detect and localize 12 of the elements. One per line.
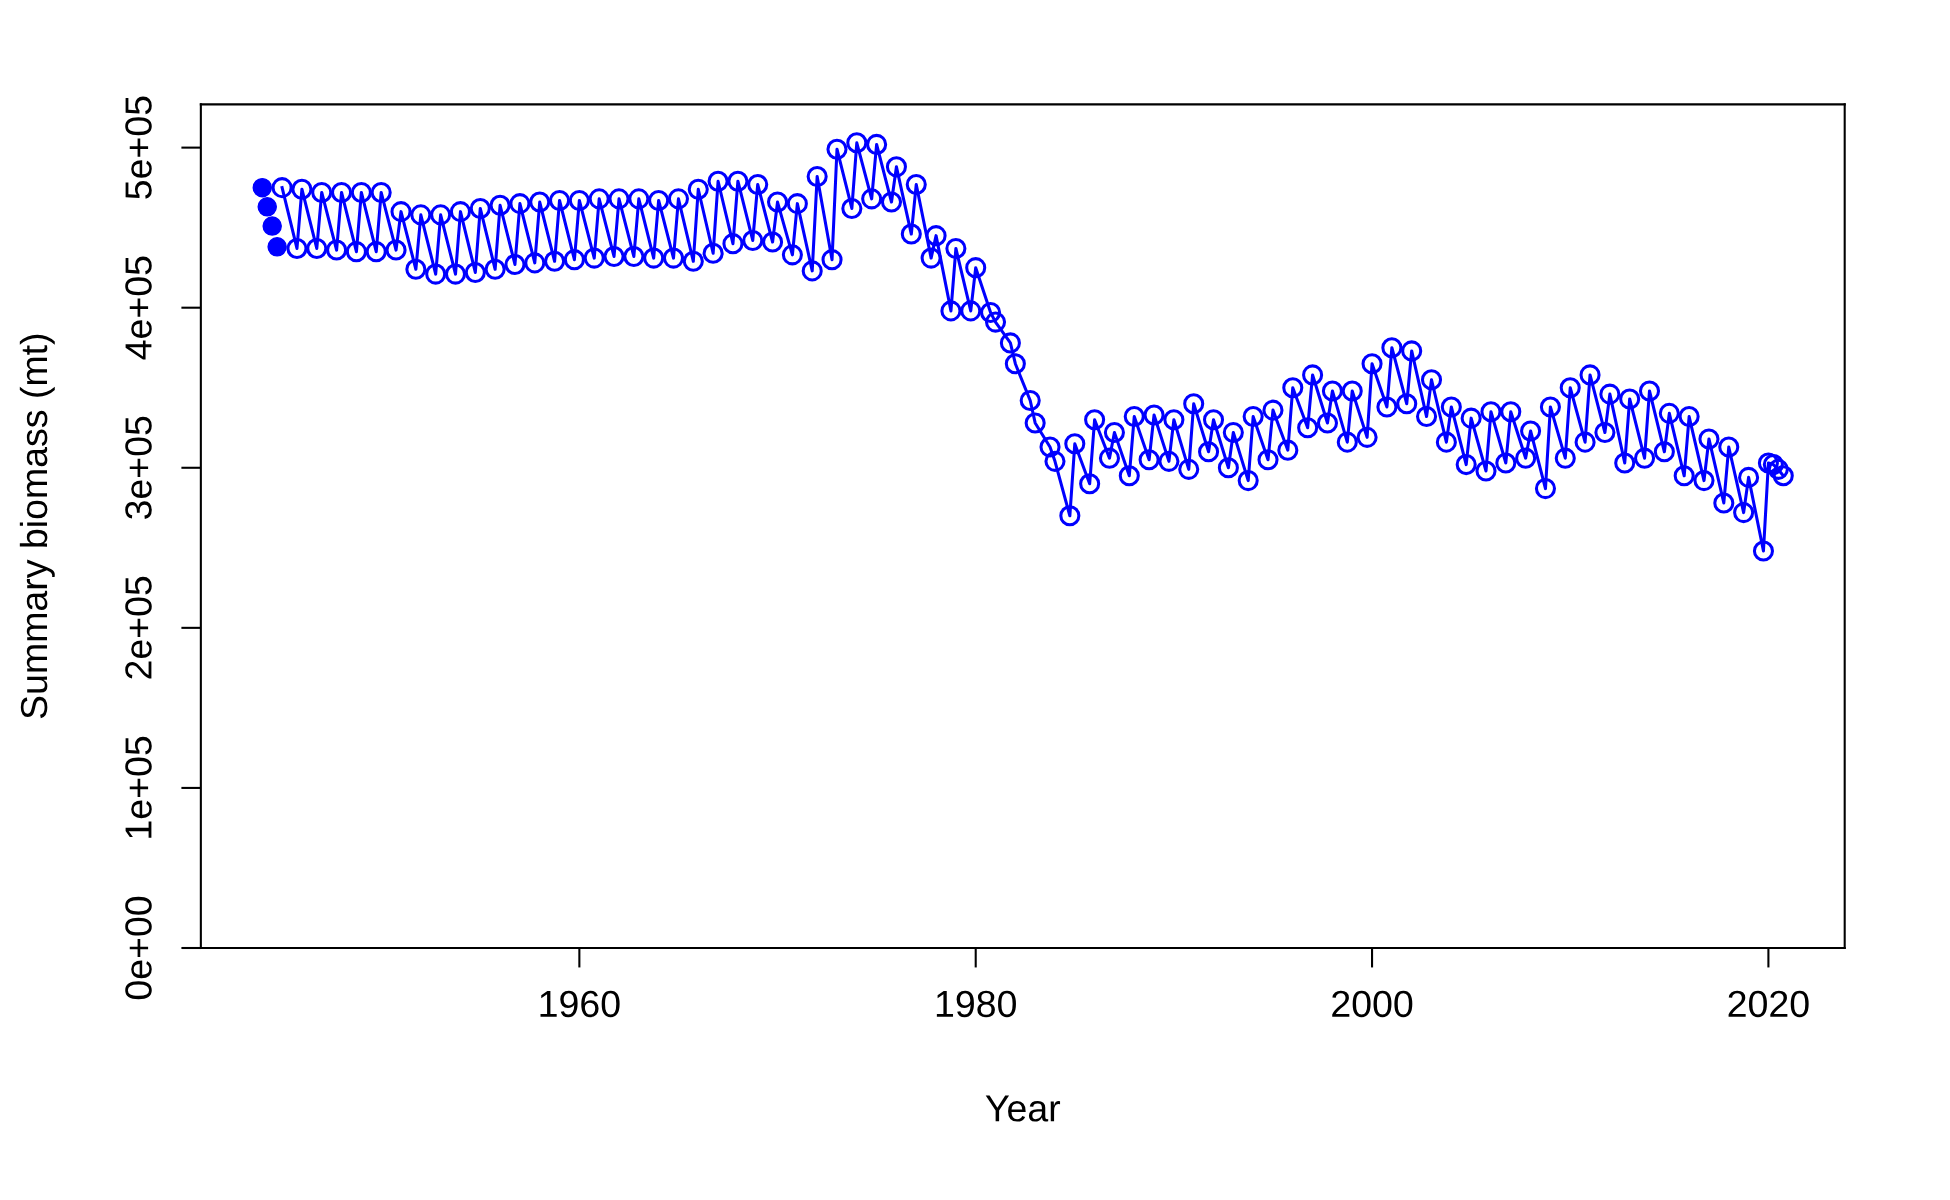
y-axis-title: Summary biomass (mt) bbox=[19, 334, 55, 719]
x-axis-title: Year bbox=[985, 1095, 1061, 1122]
y-tick-label: 5e+05 bbox=[125, 96, 152, 199]
x-tick-label: 2000 bbox=[1332, 990, 1413, 1018]
x-tick-label: 1960 bbox=[540, 990, 620, 1018]
y-tick-label: 1e+05 bbox=[125, 736, 152, 838]
y-tick-label: 3e+05 bbox=[125, 416, 152, 519]
y-tick-label: 0e+00 bbox=[125, 896, 152, 1000]
y-tick-label: 4e+05 bbox=[125, 256, 152, 360]
x-tick-label: 2020 bbox=[1728, 990, 1809, 1018]
x-tick-label: 1980 bbox=[936, 990, 1016, 1018]
y-tick-label: 2e+05 bbox=[125, 576, 152, 679]
